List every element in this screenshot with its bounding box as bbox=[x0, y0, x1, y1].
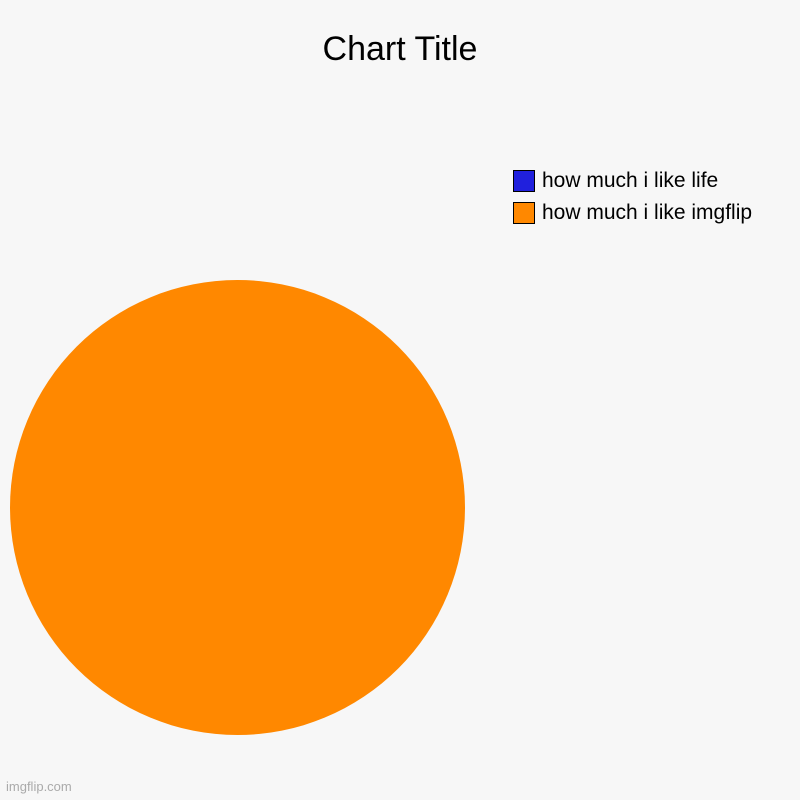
legend-item: how much i like life bbox=[513, 169, 752, 193]
legend-label: how much i like imgflip bbox=[542, 201, 752, 225]
pie-slice-main bbox=[10, 280, 465, 735]
legend-swatch bbox=[513, 170, 535, 192]
chart-title: Chart Title bbox=[0, 30, 800, 69]
legend-item: how much i like imgflip bbox=[513, 201, 752, 225]
legend: how much i like life how much i like img… bbox=[513, 169, 752, 233]
pie-chart bbox=[10, 280, 465, 735]
legend-swatch bbox=[513, 202, 535, 224]
watermark: imgflip.com bbox=[6, 779, 72, 794]
legend-label: how much i like life bbox=[542, 169, 718, 193]
